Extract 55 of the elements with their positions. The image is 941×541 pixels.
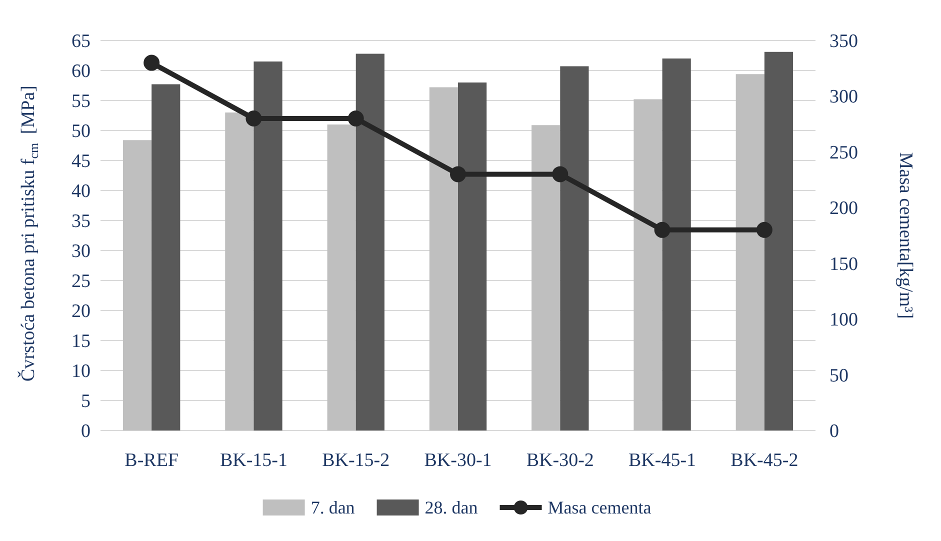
bar [356, 54, 384, 430]
x-tick-label: BK-45-1 [628, 450, 696, 471]
legend-label: 28. dan [424, 498, 478, 518]
bar [634, 99, 662, 430]
bar [152, 84, 180, 430]
bar [532, 125, 560, 430]
point [246, 110, 262, 126]
legend-label: 7. dan [310, 498, 355, 518]
y-tick-label: 20 [72, 301, 90, 322]
bar [560, 66, 589, 430]
y-tick-label: 30 [72, 241, 90, 262]
bar [225, 112, 254, 430]
bar [327, 124, 356, 430]
y2-tick-label: 50 [830, 365, 848, 386]
y-tick-label: 5 [81, 391, 90, 412]
point [144, 54, 160, 71]
bar [764, 52, 794, 430]
y-tick-label: 15 [72, 331, 90, 352]
x-tick-label: BK-15-2 [322, 450, 390, 471]
x-tick-label: B-REF [124, 450, 179, 471]
y-tick-label: 35 [72, 211, 90, 232]
legend-label: Masa cementa [548, 498, 652, 518]
y-tick-label: 60 [72, 61, 90, 82]
x-tick-label: BK-45-2 [730, 450, 798, 471]
y-tick-label: 45 [72, 151, 90, 172]
y2-tick-label: 300 [830, 86, 858, 108]
y2-tick-label: 350 [830, 31, 858, 52]
x-tick-label: BK-30-2 [526, 450, 594, 471]
point [348, 110, 364, 126]
point [756, 222, 772, 238]
bar [254, 62, 282, 430]
y2-axis-title: Masa cementa[kg/m³] [895, 152, 916, 319]
point [552, 166, 568, 182]
point [654, 222, 670, 238]
y-tick-label: 25 [72, 271, 90, 292]
y-tick-label: 55 [72, 91, 90, 112]
bar [662, 58, 691, 430]
point [450, 166, 466, 182]
y2-tick-label: 250 [830, 142, 858, 164]
y-axis-title: Čvrstoća betona pri pritisku fcm [MPa] [17, 86, 41, 382]
y2-tick-label: 200 [830, 198, 858, 220]
bar [458, 82, 487, 430]
bar [736, 74, 764, 430]
x-tick-label: BK-30-1 [424, 450, 492, 471]
x-tick-label: BK-15-1 [220, 450, 288, 471]
y2-tick-label: 0 [830, 421, 839, 442]
y-tick-label: 40 [72, 181, 90, 202]
bar [122, 140, 152, 430]
y2-tick-label: 100 [830, 310, 858, 331]
y-tick-label: 10 [72, 361, 90, 382]
y-tick-label: 0 [81, 421, 90, 442]
bar [429, 87, 458, 430]
y-tick-label: 65 [72, 31, 90, 52]
y2-tick-label: 150 [830, 254, 858, 275]
y-tick-label: 50 [72, 121, 90, 142]
